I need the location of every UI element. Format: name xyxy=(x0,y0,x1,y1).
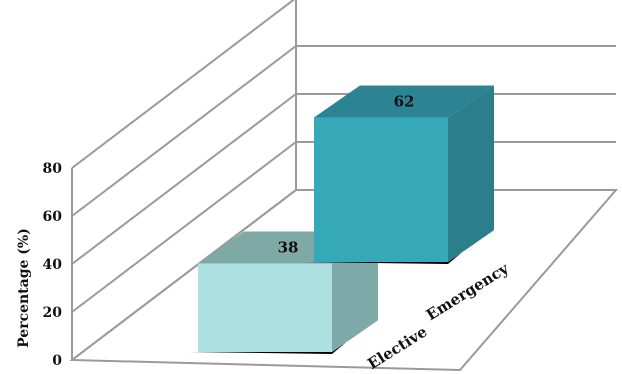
floor xyxy=(69,189,619,372)
floor-layer xyxy=(69,189,619,372)
y-tick-label-20: 20 xyxy=(43,305,63,321)
bar-side-emergency xyxy=(448,85,494,262)
bar-elective xyxy=(198,263,332,352)
y-tick-label-40: 40 xyxy=(43,257,63,273)
y-tick-label-60: 60 xyxy=(43,209,63,225)
category-label-emergency: Emergency xyxy=(423,259,513,325)
y-axis-title: Percentage (%) xyxy=(16,228,32,348)
bars-layer xyxy=(188,85,494,354)
data-label-emergency: 62 xyxy=(394,93,415,111)
y-tick-label-80: 80 xyxy=(43,161,63,177)
bar-emergency xyxy=(314,117,448,262)
y-tick-label-0: 0 xyxy=(52,353,62,369)
data-label-elective: 38 xyxy=(278,238,299,256)
category-label-elective: Elective xyxy=(364,322,430,373)
bar-top-emergency xyxy=(314,85,494,118)
gridline-80 xyxy=(71,0,296,169)
